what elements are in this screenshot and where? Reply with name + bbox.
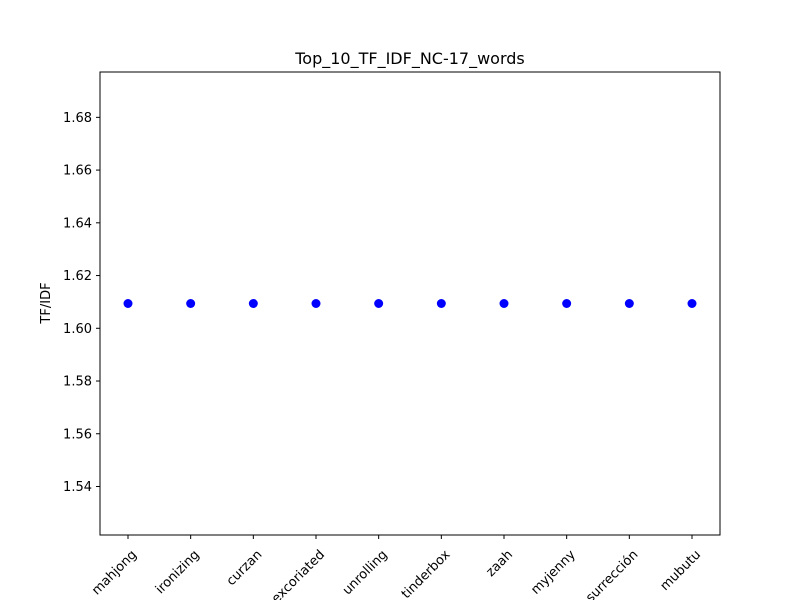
data-point	[562, 299, 572, 308]
y-tick-label: 1.66	[63, 164, 92, 179]
data-point	[436, 299, 446, 308]
y-axis-label: TF/IDF	[39, 282, 54, 324]
y-axis: 1.54 1.56 1.58 1.60 1.62 1.64 1.66 1.68	[63, 111, 100, 495]
y-tick-label: 1.58	[63, 375, 92, 390]
data-point	[311, 299, 321, 308]
data-point	[123, 299, 133, 308]
data-point	[374, 299, 384, 308]
y-tick-label: 1.54	[63, 480, 92, 495]
data-point	[499, 299, 509, 308]
data-point	[248, 299, 258, 308]
y-tick-label: 1.60	[63, 322, 92, 337]
data-points	[123, 299, 697, 308]
plot-area-frame	[99, 71, 721, 536]
y-tick-label: 1.62	[63, 269, 92, 284]
data-point	[624, 299, 634, 308]
y-tick-label: 1.68	[63, 111, 92, 126]
y-tick-label: 1.56	[63, 427, 92, 442]
data-point	[186, 299, 196, 308]
y-tick-label: 1.64	[63, 216, 92, 231]
chart-title: Top_10_TF_IDF_NC-17_words	[294, 49, 525, 69]
data-point	[687, 299, 697, 308]
